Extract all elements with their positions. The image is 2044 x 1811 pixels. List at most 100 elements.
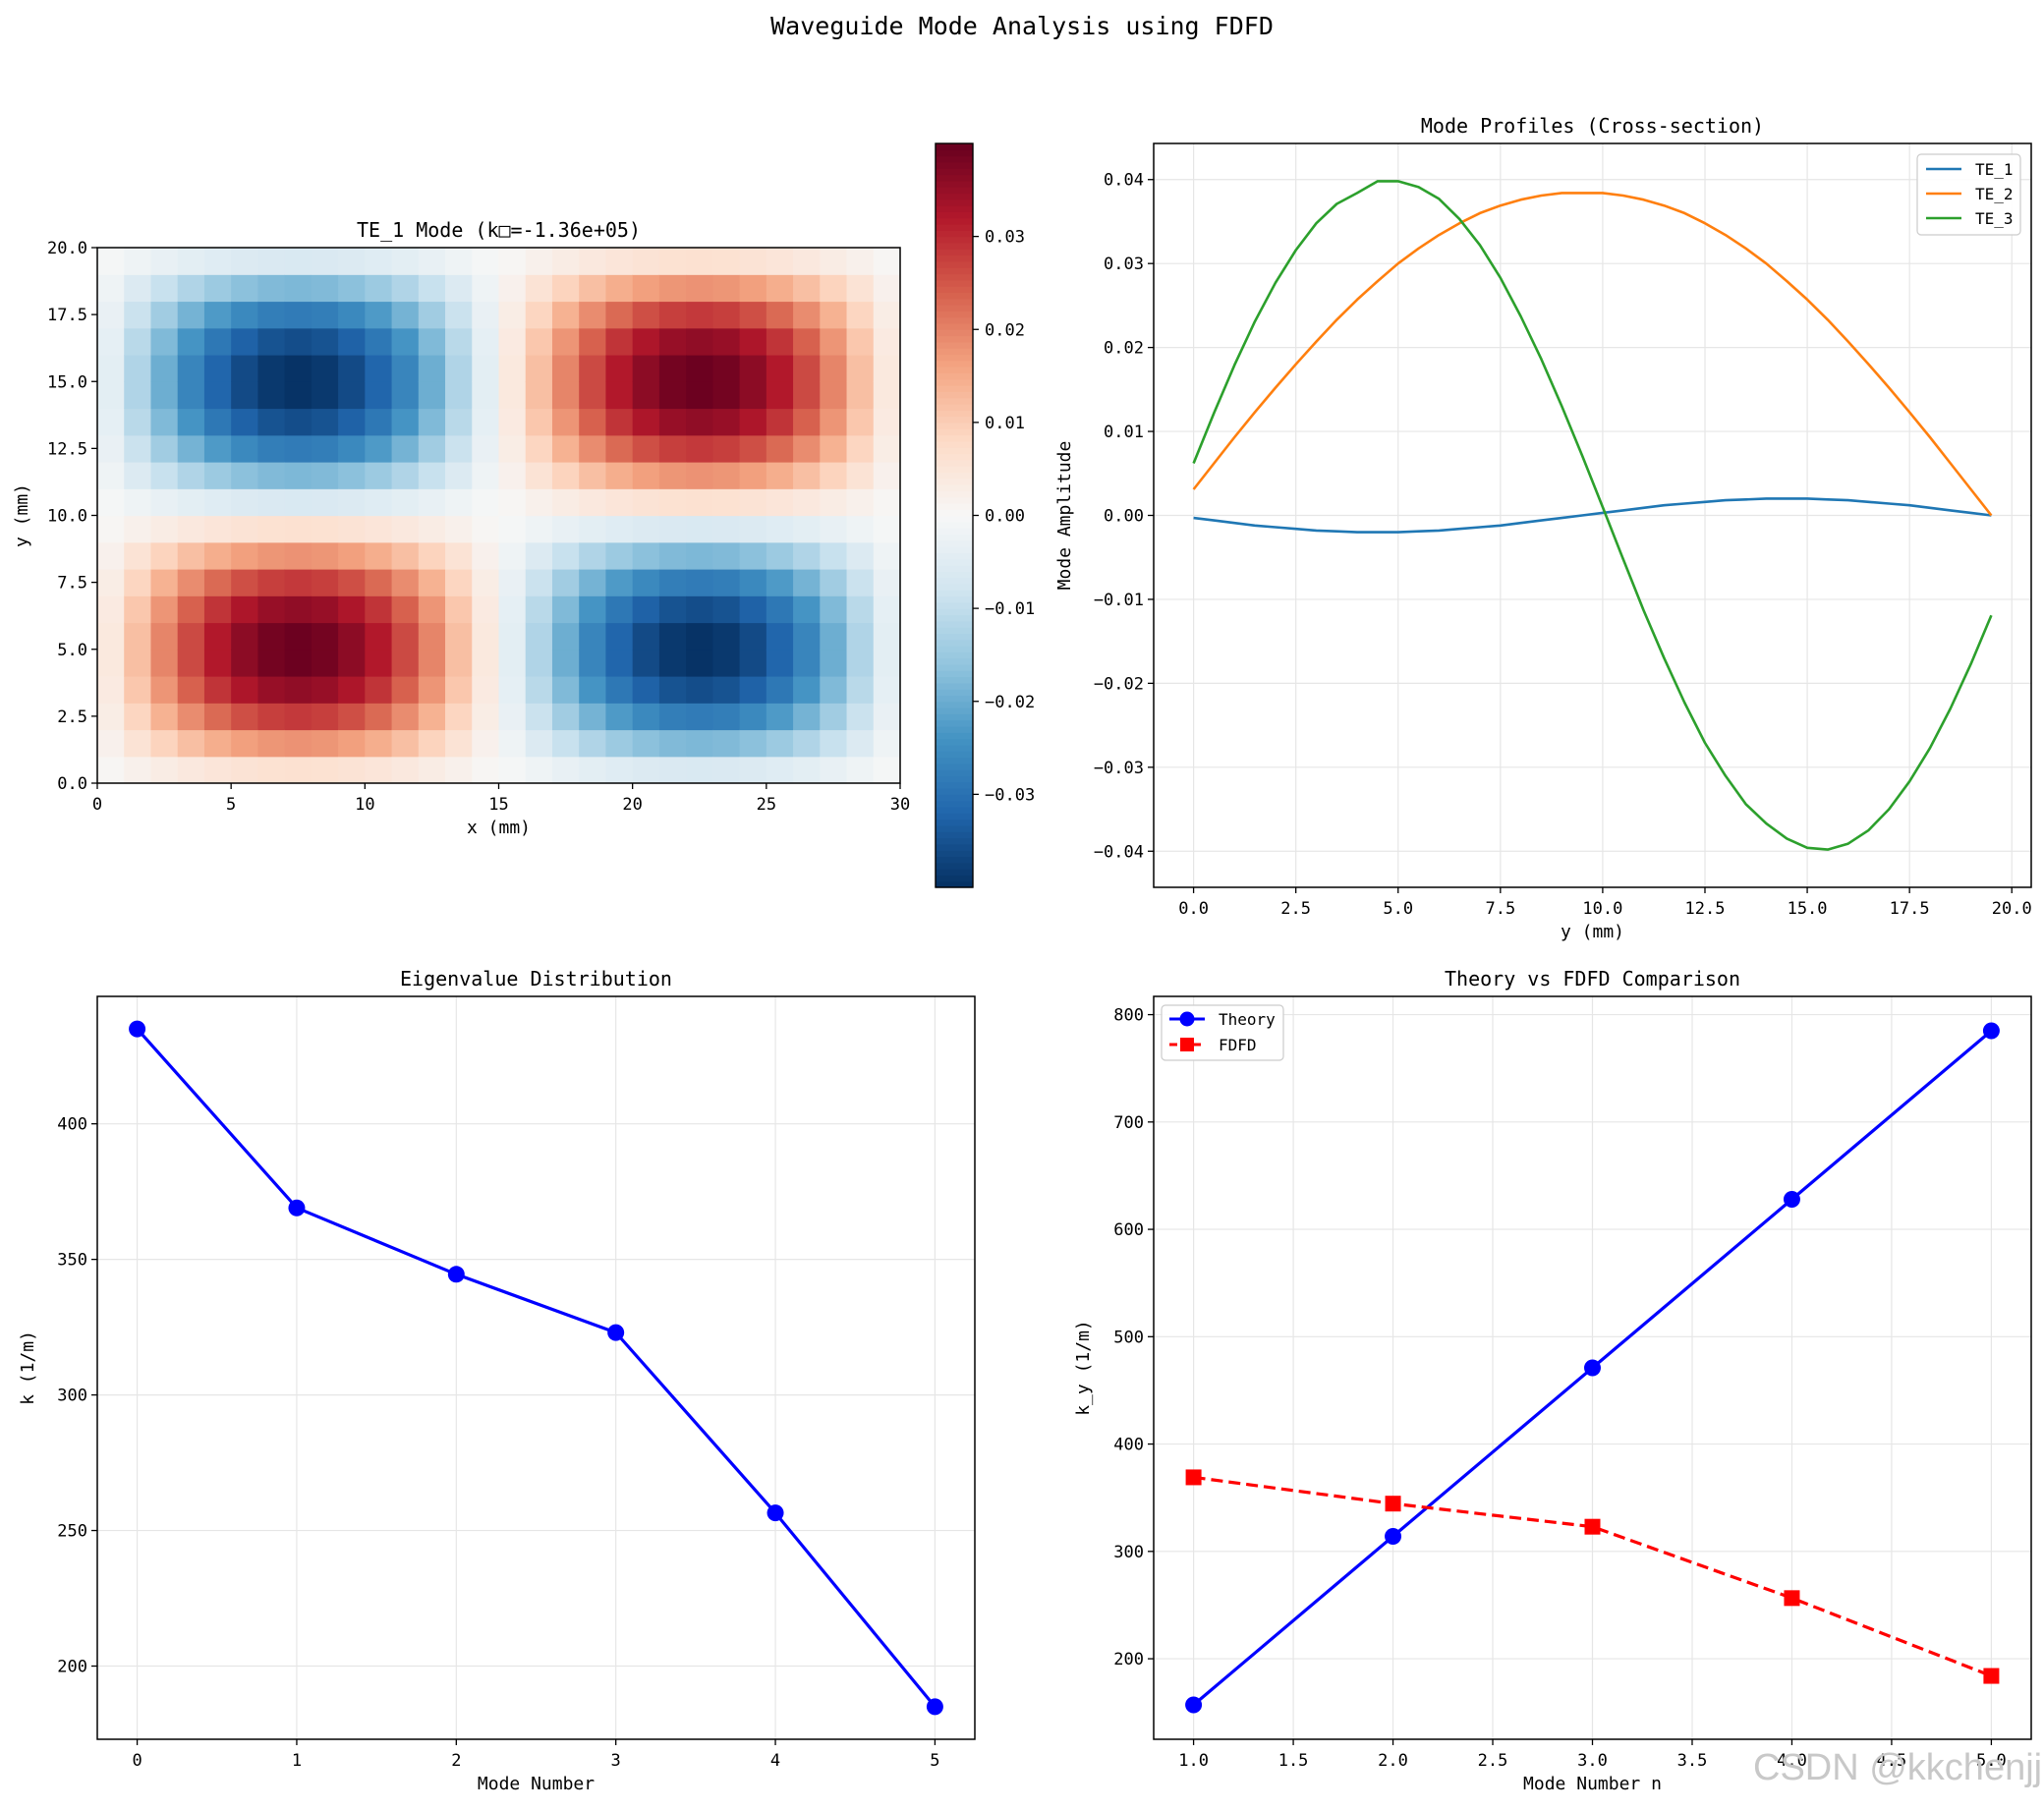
heatmap-cell (605, 248, 634, 275)
heatmap-cell (739, 488, 767, 517)
heatmap-cell (124, 595, 152, 624)
heatmap-cell (150, 355, 179, 382)
heatmap-cell (766, 595, 794, 624)
heatmap-cell (686, 622, 713, 651)
colorbar-band (936, 831, 973, 839)
heatmap-cell (579, 756, 607, 784)
heatmap-cell (605, 515, 634, 543)
theory-point (1385, 1528, 1402, 1546)
heatmap-cell (150, 248, 179, 275)
heatmap-cell (445, 488, 473, 517)
heatmap-cell (391, 595, 420, 624)
colorbar-band (936, 769, 973, 777)
heatmap-cell (605, 649, 634, 677)
heatmap-cell (124, 274, 152, 303)
colorbar-band (936, 466, 973, 473)
colorbar-band (936, 311, 973, 318)
heatmap-cell (766, 703, 794, 731)
colorbar-band (936, 875, 973, 882)
colorbar-band (936, 806, 973, 814)
heatmap-cell (739, 301, 767, 329)
heatmap-cell (712, 462, 741, 489)
heatmap-cell (97, 488, 125, 517)
heatmap-cell (445, 569, 473, 596)
heatmap-cell (150, 462, 179, 489)
heatmap-cell (472, 703, 500, 731)
heatmap-cell (97, 408, 125, 436)
heatmap-cell (257, 408, 286, 436)
heatmap-cell (445, 622, 473, 651)
heatmap-cell (551, 434, 580, 463)
y-tick-label: 800 (1113, 1006, 1144, 1026)
heatmap-cell (124, 622, 152, 651)
heatmap-cell (445, 729, 473, 758)
heatmap-cell (391, 541, 420, 570)
heatmap-cell (686, 274, 713, 303)
heatmap-cell (632, 622, 660, 651)
heatmap-cell (739, 327, 767, 356)
colorbar-tick-label: 0.02 (985, 320, 1025, 340)
heatmap-cell (766, 515, 794, 543)
heatmap-cell (472, 248, 500, 275)
heatmap-cell (231, 274, 258, 303)
heatmap-cell (203, 381, 232, 410)
heatmap-cell (873, 274, 901, 303)
heatmap-cell (177, 355, 205, 382)
heatmap-cell (231, 462, 258, 489)
heatmap-cell (231, 327, 258, 356)
colorbar-band (936, 459, 973, 467)
heatmap-cells (97, 248, 901, 784)
heatmap-cell (686, 248, 713, 275)
heatmap-cell (203, 756, 232, 784)
heatmap-cell (177, 649, 205, 677)
heatmap-cell (686, 595, 713, 624)
heatmap-cell (177, 541, 205, 570)
colorbar-band (936, 590, 973, 597)
heatmap-cell (873, 434, 901, 463)
heatmap-cell (551, 703, 580, 731)
heatmap-cell (472, 301, 500, 329)
heatmap-cell (498, 408, 527, 436)
heatmap-cell (177, 515, 205, 543)
heatmap-cell (525, 541, 553, 570)
heatmap-cell (365, 649, 393, 677)
heatmap-cell (418, 248, 446, 275)
heatmap-cell (365, 756, 393, 784)
colorbar-band (936, 198, 973, 206)
heatmap-cell (525, 515, 553, 543)
heatmap-cell (873, 676, 901, 704)
heatmap-cell (231, 676, 258, 704)
colorbar-band (936, 509, 973, 517)
heatmap-cell (579, 595, 607, 624)
x-tick-label: 4.5 (1877, 1751, 1907, 1771)
heatmap-cell (820, 703, 848, 731)
chart-title: Eigenvalue Distribution (400, 967, 672, 990)
heatmap-cell (203, 408, 232, 436)
heatmap-cell (97, 355, 125, 382)
heatmap-cell (284, 649, 312, 677)
heatmap-cell (472, 729, 500, 758)
heatmap-cell (820, 488, 848, 517)
heatmap-cell (150, 729, 179, 758)
colorbar-band (936, 434, 973, 442)
colorbar-band (936, 701, 973, 708)
heatmap-cell (658, 434, 687, 463)
colorbar-band (936, 521, 973, 529)
heatmap-cell (97, 649, 125, 677)
colorbar-band (936, 255, 973, 262)
heatmap-cell (632, 462, 660, 489)
heatmap-cell (686, 729, 713, 758)
heatmap-cell (177, 676, 205, 704)
heatmap-cell (97, 301, 125, 329)
colorbar-band (936, 260, 973, 268)
colorbar-gradient (936, 143, 973, 888)
heatmap-cell (658, 408, 687, 436)
heatmap-cell (257, 301, 286, 329)
heatmap-cell (686, 703, 713, 731)
colorbar-band (936, 843, 973, 851)
heatmap-cell (365, 729, 393, 758)
heatmap-cell (177, 703, 205, 731)
heatmap-cell (231, 434, 258, 463)
heatmap-cell (712, 301, 741, 329)
heatmap-cell (766, 274, 794, 303)
